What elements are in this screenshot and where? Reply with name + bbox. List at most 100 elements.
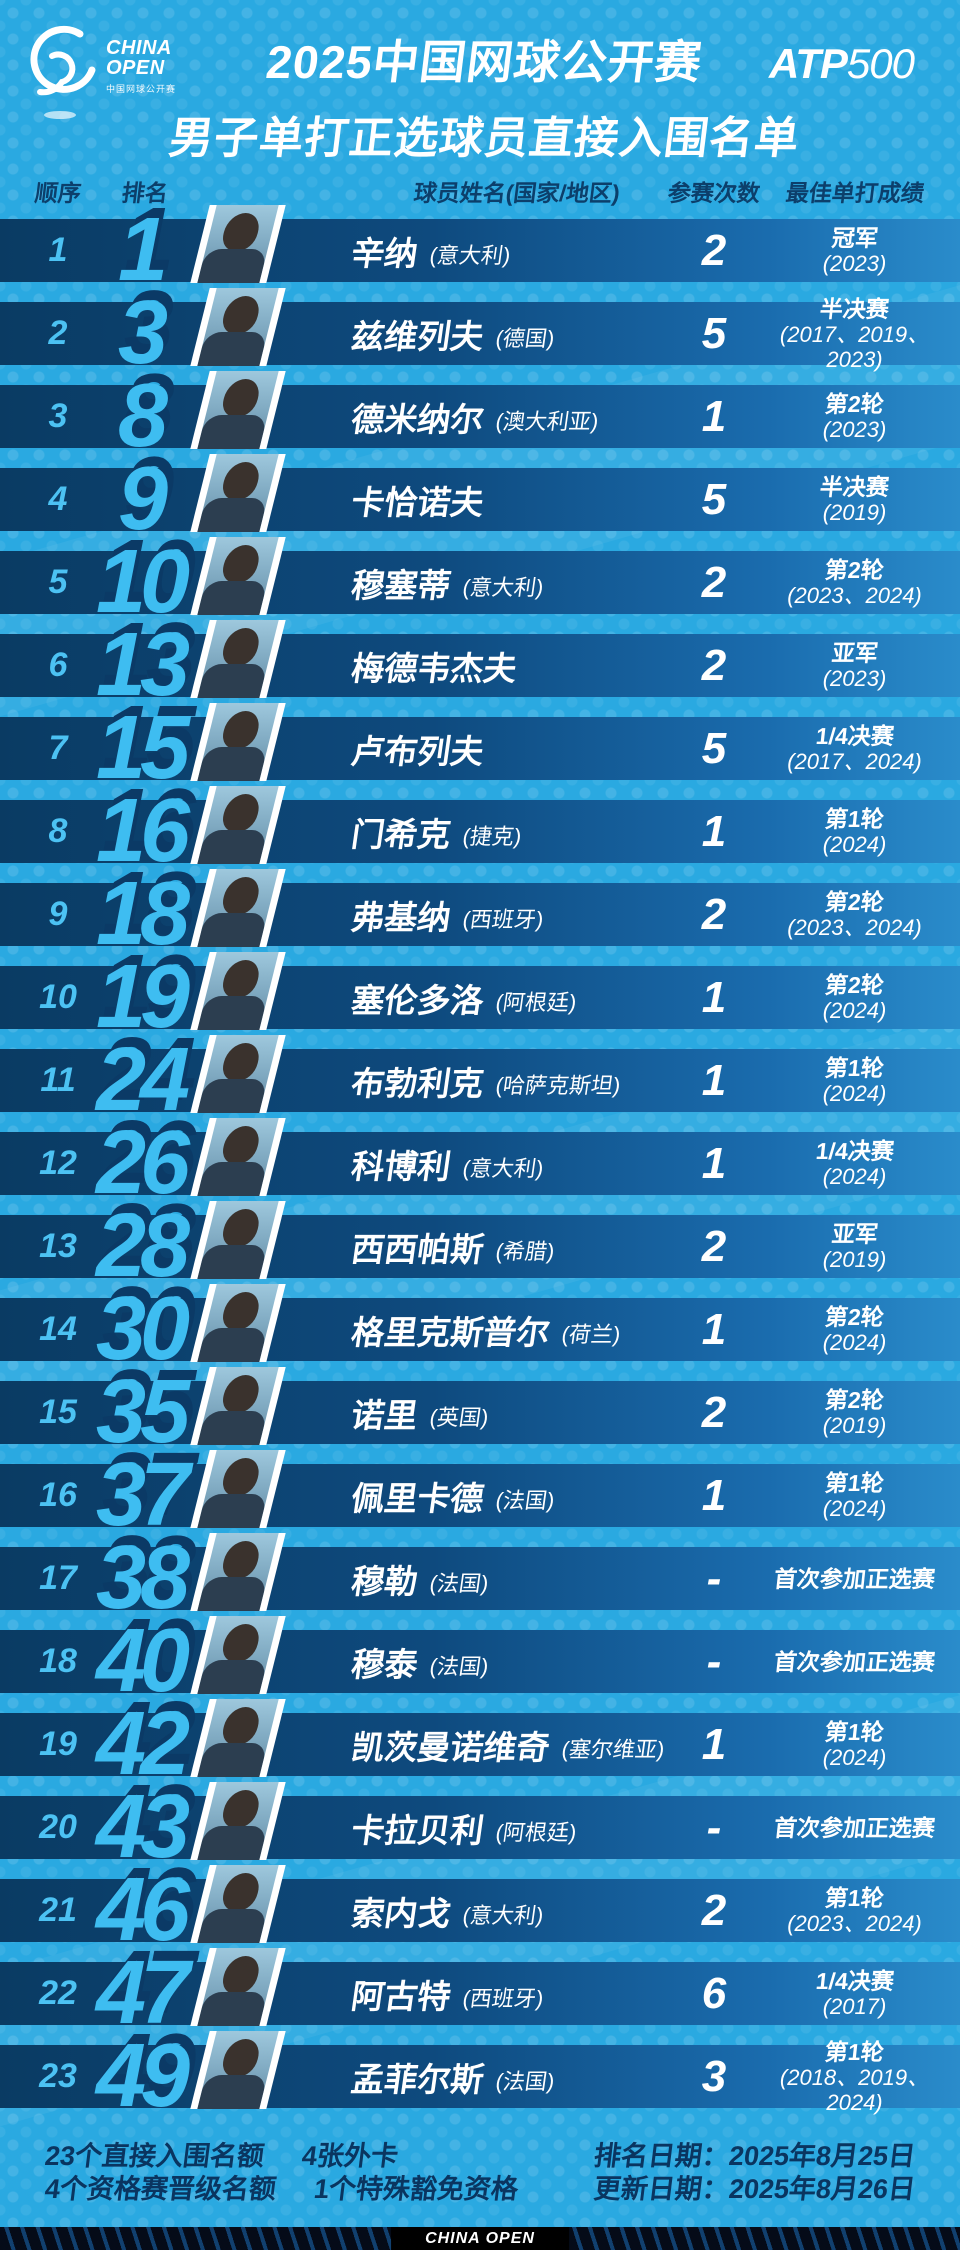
player-name-cell: 弗基纳 (西班牙) (349, 883, 652, 946)
atp-logo-text: ATP (769, 40, 848, 87)
player-name: 德米纳尔 (349, 400, 487, 438)
silhouette-torso (197, 1162, 268, 1196)
player-photo-image (197, 1782, 279, 1860)
silhouette-head (219, 1209, 263, 1247)
row-band (0, 1962, 960, 2025)
table-row: 20 43 卡拉贝利 (阿根廷) - 首次参加正选赛 (0, 1777, 960, 1877)
best-result-years: (2023、2024) (787, 1911, 922, 1936)
rank-number: 40 (95, 1611, 190, 1711)
table-row: 1 1 辛纳 (意大利) 2 冠军 (2023) (0, 200, 960, 300)
order-number: 7 (48, 729, 68, 767)
column-header-appearances: 参赛次数 (666, 180, 762, 206)
best-result: 第2轮 (823, 391, 886, 417)
rank-number: 3 (117, 283, 168, 383)
player-photo-image (197, 620, 279, 698)
appearances-count: 2 (701, 1886, 727, 1935)
column-header-best-result: 最佳单打成绩 (784, 180, 926, 206)
best-result: 第1轮 (823, 806, 886, 832)
player-name: 兹维列夫 (349, 317, 487, 355)
rank-number: 30 (95, 1279, 190, 1379)
player-name-cell: 梅德韦杰夫 (349, 634, 652, 697)
row-band (0, 1796, 960, 1859)
rank-number: 26 (95, 1113, 190, 1213)
silhouette-torso (197, 415, 268, 449)
best-result-years: (2017) (822, 1994, 887, 2019)
player-country: (法国) (494, 2068, 557, 2094)
best-result: 半决赛 (818, 474, 891, 500)
player-name-cell: 卡拉贝利 (阿根廷) (349, 1796, 652, 1859)
silhouette-head (219, 1043, 263, 1081)
player-name-cell: 佩里卡德 (法国) (349, 1464, 652, 1527)
footer-notes: 23个直接入围名额 4张外卡 4个资格赛晋级名额 1个特殊豁免资格 (43, 2140, 520, 2206)
silhouette-head (219, 1292, 263, 1330)
note-direct-entries: 23个直接入围名额 (43, 2141, 266, 2171)
table-row: 6 13 梅德韦杰夫 2 亚军 (2023) (0, 615, 960, 715)
silhouette-head (219, 1790, 263, 1828)
order-number: 17 (39, 1559, 77, 1597)
table-row: 12 26 科博利 (意大利) 1 1/4决赛 (2024) (0, 1113, 960, 1213)
player-country: (荷兰) (560, 1321, 623, 1347)
silhouette-torso (197, 664, 268, 698)
row-band (0, 1132, 960, 1195)
best-result-cell: 1/4决赛 (2017、2024) (752, 717, 957, 780)
row-band (0, 1464, 960, 1527)
player-country: (英国) (428, 1404, 491, 1430)
china-open-logo: CHINA OPEN 中国网球公开赛 (22, 22, 252, 122)
table-row: 16 37 佩里卡德 (法国) 1 第1轮 (2024) (0, 1445, 960, 1545)
player-country: (意大利) (428, 242, 513, 268)
silhouette-head (219, 960, 263, 998)
rank-number: 37 (95, 1445, 190, 1545)
order-number: 8 (48, 812, 68, 850)
best-result-years: (2017、2019、2023) (779, 321, 930, 372)
best-result-cell: 第1轮 (2024) (752, 1049, 957, 1112)
player-name-cell: 诺里 (英国) (349, 1381, 652, 1444)
table-row: 18 40 穆泰 (法国) - 首次参加正选赛 (0, 1611, 960, 1711)
bottom-stripe-bar: CHINA OPEN (0, 2227, 960, 2250)
player-photo-image (197, 1948, 279, 2026)
silhouette-head (219, 1956, 263, 1994)
best-result: 第2轮 (823, 972, 886, 998)
table-row: 3 8 德米纳尔 (澳大利亚) 1 第2轮 (2023) (0, 366, 960, 466)
player-photo-image (197, 288, 279, 366)
row-band (0, 800, 960, 863)
best-result-years: (2024) (822, 1745, 887, 1770)
silhouette-torso (197, 1245, 268, 1279)
best-result: 第1轮 (823, 1470, 886, 1496)
silhouette-head (219, 1624, 263, 1662)
silhouette-torso (197, 1743, 268, 1777)
order-number: 21 (39, 1891, 77, 1929)
best-result-years: (2024) (822, 832, 887, 857)
silhouette-torso (197, 1411, 268, 1445)
player-name: 科博利 (349, 1147, 454, 1185)
footer-dates: 排名日期：2025年8月25日 更新日期：2025年8月26日 (592, 2140, 917, 2206)
player-name-cell: 德米纳尔 (澳大利亚) (349, 385, 652, 448)
order-number: 13 (39, 1227, 77, 1265)
rank-number: 47 (95, 1943, 190, 2043)
player-photo-image (197, 1284, 279, 1362)
silhouette-torso (197, 1328, 268, 1362)
best-result-cell: 亚军 (2023) (752, 634, 957, 697)
order-number: 23 (39, 2057, 77, 2095)
best-result-cell: 首次参加正选赛 (752, 1630, 957, 1693)
appearances-count: 1 (701, 807, 727, 856)
player-name-cell: 卢布列夫 (349, 717, 652, 780)
player-photo-image (197, 205, 279, 283)
silhouette-head (219, 213, 263, 251)
player-name-cell: 辛纳 (意大利) (349, 219, 652, 282)
silhouette-head (219, 296, 263, 334)
player-name: 诺里 (349, 1396, 421, 1434)
player-name: 辛纳 (349, 234, 421, 272)
best-result: 冠军 (830, 225, 879, 251)
best-result: 亚军 (830, 1221, 879, 1247)
best-result-years: (2017、2024) (787, 749, 922, 774)
player-name-cell: 卡恰诺夫 (349, 468, 652, 531)
best-result-years: (2024) (822, 1330, 887, 1355)
player-country: (澳大利亚) (494, 408, 601, 434)
table-row: 22 47 阿古特 (西班牙) 6 1/4决赛 (2017) (0, 1943, 960, 2043)
best-result: 首次参加正选赛 (772, 1648, 937, 1675)
order-number: 10 (39, 978, 77, 1016)
silhouette-torso (197, 1660, 268, 1694)
row-band (0, 302, 960, 365)
player-name-cell: 格里克斯普尔 (荷兰) (349, 1298, 652, 1361)
